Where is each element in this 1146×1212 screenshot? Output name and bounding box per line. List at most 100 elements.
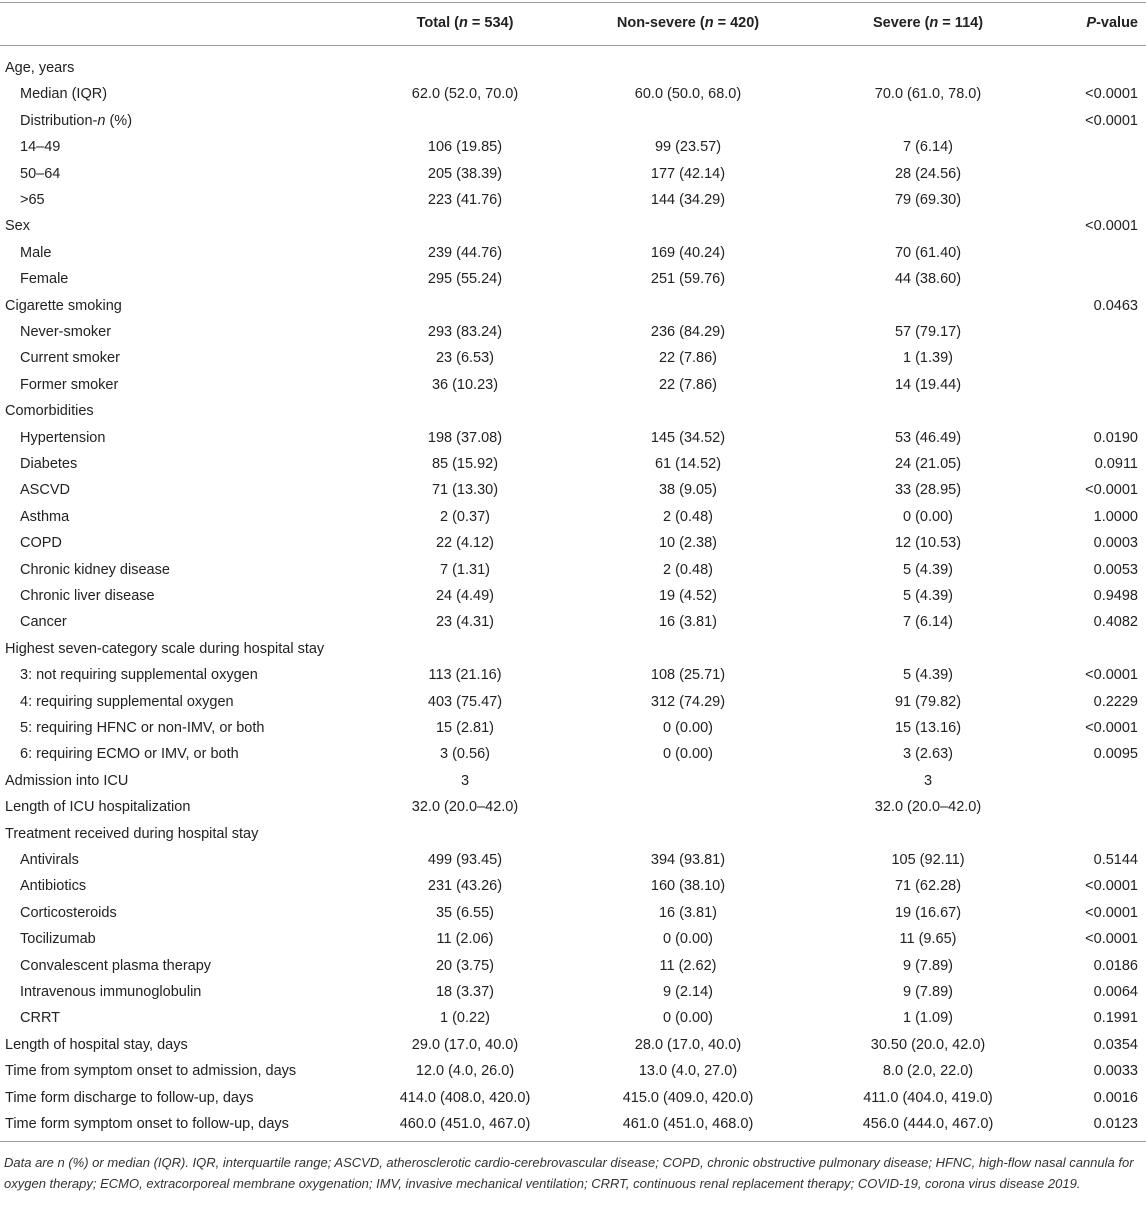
cell-value: 11 (9.65): [899, 931, 957, 948]
cell-value: 22 (7.86): [658, 376, 718, 393]
cell-value: 71 (62.28): [894, 878, 962, 895]
row-label: Never-smoker: [20, 324, 112, 340]
cell-value: 145 (34.52): [650, 429, 726, 446]
cell-value: 251 (59.76): [650, 271, 726, 288]
cell-value: 239 (44.76): [427, 244, 503, 261]
cell-value: 456.0 (444.0, 467.0): [862, 1116, 994, 1132]
cell-value: 0.0033: [1093, 1063, 1138, 1080]
cell-value: 38 (9.05): [658, 482, 718, 499]
cell-value: 19 (16.67): [894, 904, 962, 921]
cell-value: 15 (13.16): [894, 720, 962, 736]
cell-value: 0.5144: [1093, 852, 1138, 868]
cell-value: 5 (4.39): [903, 588, 953, 604]
cell-value: <0.0001: [1085, 931, 1138, 948]
cell-value: 105 (92.11): [891, 852, 965, 868]
cell-value: 1 (1.09): [903, 1010, 953, 1027]
cell-value: 44 (38.60): [894, 271, 962, 288]
cell-value: 0.0463: [1093, 297, 1138, 314]
row-label: ASCVD: [20, 482, 70, 499]
cell-value: 91 (79.82): [894, 693, 962, 710]
text-part: = 420): [713, 15, 760, 31]
row-label: Distribution-n (%): [20, 112, 132, 130]
row-label: COPD: [20, 535, 62, 552]
row-label: Corticosteroids: [20, 904, 117, 921]
cell-value: 0 (0.00): [663, 931, 713, 948]
row-label: Sex: [5, 218, 30, 235]
cell-value: 415.0 (409.0, 420.0): [622, 1089, 754, 1106]
cell-value: 79 (69.30): [894, 192, 962, 208]
cell-value: 3 (2.63): [903, 746, 953, 763]
text-part: n: [929, 15, 939, 31]
row-label: Time form symptom onset to follow-up, da…: [5, 1116, 289, 1132]
cell-value: 414.0 (408.0, 420.0): [399, 1089, 531, 1106]
row-label: Admission into ICU: [5, 772, 129, 789]
cell-value: 231 (43.26): [427, 878, 503, 895]
row-label: 14–49: [20, 139, 61, 156]
cell-value: 223 (41.76): [427, 192, 503, 208]
footnote: Data are n (%) or median (IQR). IQR, int…: [4, 1155, 1134, 1191]
column-header: Severe (n = 114): [873, 14, 983, 32]
row-label: Comorbidities: [5, 403, 94, 420]
row-label: Hypertension: [20, 429, 106, 446]
cell-value: 0.4082: [1093, 614, 1138, 631]
row-label: Time form discharge to follow-up, days: [5, 1089, 254, 1106]
row-label: Tocilizumab: [20, 931, 96, 948]
column-header: P-value: [1086, 14, 1138, 32]
cell-value: <0.0001: [1085, 904, 1138, 921]
cell-value: 2 (0.48): [663, 508, 713, 525]
row-label: Length of ICU hospitalization: [5, 799, 191, 816]
cell-value: 169 (40.24): [650, 244, 726, 261]
cell-value: 70 (61.40): [894, 244, 962, 261]
row-label: Asthma: [20, 508, 70, 525]
cell-value: 12 (10.53): [894, 535, 962, 552]
cell-value: 0 (0.00): [903, 508, 953, 525]
cell-value: <0.0001: [1085, 667, 1138, 684]
text-part: n: [97, 112, 106, 129]
cell-value: 106 (19.85): [427, 139, 503, 156]
cell-value: 7 (6.14): [903, 139, 953, 156]
cell-value: 12.0 (4.0, 26.0): [415, 1063, 515, 1080]
cell-value: 177 (42.14): [650, 165, 726, 182]
cell-value: 0.0123: [1093, 1116, 1138, 1132]
cell-value: 1 (0.22): [440, 1010, 490, 1027]
row-label: Chronic liver disease: [20, 588, 155, 604]
cell-value: 24 (21.05): [894, 456, 962, 472]
row-label: 6: requiring ECMO or IMV, or both: [20, 746, 239, 763]
cell-value: 9 (7.89): [903, 984, 953, 1000]
row-label: Former smoker: [20, 376, 119, 393]
row-label: Current smoker: [20, 350, 120, 367]
cell-value: 0.0064: [1093, 984, 1138, 1000]
cell-value: 28.0 (17.0, 40.0): [634, 1036, 742, 1053]
cell-value: 411.0 (404.0, 419.0): [863, 1089, 993, 1106]
cell-value: 0.0186: [1093, 957, 1138, 974]
row-label: Male: [20, 244, 52, 261]
cell-value: <0.0001: [1085, 878, 1138, 895]
cell-value: 0.1991: [1093, 1010, 1138, 1027]
header-rule: [0, 45, 1146, 46]
cell-value: 0.0053: [1093, 561, 1138, 578]
cell-value: 9 (2.14): [663, 984, 713, 1000]
row-label: 4: requiring supplemental oxygen: [20, 693, 234, 710]
cell-value: 5 (4.39): [903, 667, 953, 684]
cell-value: 30.50 (20.0, 42.0): [870, 1036, 986, 1053]
cell-value: <0.0001: [1085, 720, 1138, 736]
cell-value: <0.0001: [1085, 482, 1138, 499]
row-label: >65: [20, 192, 45, 208]
cell-value: 460.0 (451.0, 467.0): [399, 1116, 531, 1132]
cell-value: 0.0016: [1093, 1089, 1138, 1106]
cell-value: 198 (37.08): [427, 429, 503, 446]
text-part: = 534): [467, 15, 514, 31]
cell-value: 11 (2.06): [436, 931, 494, 948]
cell-value: 0.9498: [1093, 588, 1138, 604]
row-label: Intravenous immunoglobulin: [20, 984, 202, 1000]
cell-value: 403 (75.47): [427, 693, 503, 710]
row-label: Treatment received during hospital stay: [5, 825, 259, 842]
cell-value: <0.0001: [1085, 86, 1138, 103]
row-label: Antivirals: [20, 852, 79, 868]
cell-value: 312 (74.29): [650, 693, 726, 710]
cell-value: 32.0 (20.0–42.0): [874, 799, 982, 816]
cell-value: 57 (79.17): [894, 324, 962, 340]
column-header: Non-severe (n = 420): [617, 14, 759, 32]
cell-value: 0 (0.00): [663, 720, 713, 736]
